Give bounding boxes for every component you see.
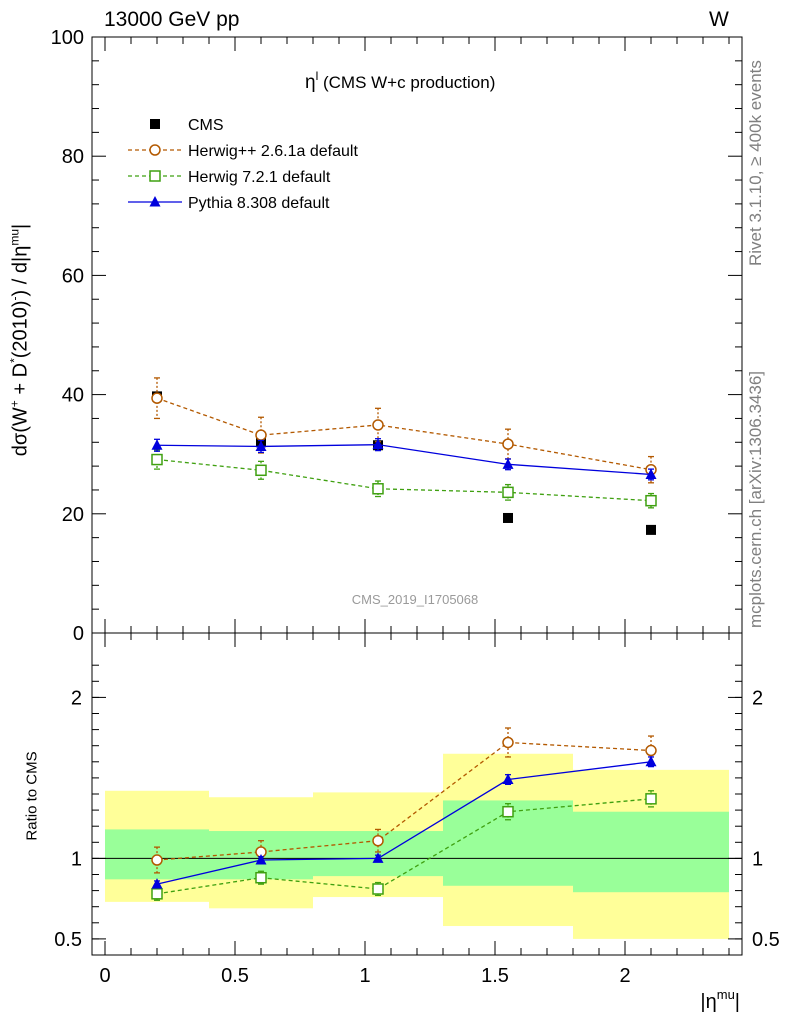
band-inner-4 <box>573 811 729 893</box>
ratio-uncertainty-bands <box>105 753 729 939</box>
main-ytick-label-4: 80 <box>62 146 84 168</box>
main-ytick-label-3: 60 <box>62 265 84 287</box>
main-series-0-point-3 <box>502 438 514 450</box>
xtick-label-2: 1 <box>359 965 370 987</box>
ratio-series-1-point-0 <box>151 888 163 900</box>
axis-ticks <box>92 36 742 955</box>
legend: CMS Herwig++ 2.6.1a default Herwig 7.2.1 d… <box>128 117 358 212</box>
legend-marker-2 <box>149 196 161 207</box>
main-series-1-line <box>156 458 652 502</box>
cms-data-point-3 <box>503 512 513 523</box>
main-ytick-label-5: 100 <box>51 27 84 49</box>
main-series-0-point-2 <box>372 419 384 431</box>
main-series-1-point-3 <box>502 486 514 499</box>
ratio-ytick-label-right-0: 0.5 <box>752 929 780 951</box>
main-ytick-label-2: 40 <box>62 385 84 407</box>
main-series-2-point-3 <box>502 458 514 469</box>
main-series-2-point-4 <box>645 468 657 479</box>
main-series-1-point-0 <box>151 453 163 466</box>
legend-label-0: Herwig++ 2.6.1a default <box>188 143 358 160</box>
ratio-series-2-point-2 <box>372 852 384 863</box>
process-label: W <box>709 8 729 31</box>
ratio-series-2-point-0 <box>151 878 163 889</box>
x-axis-label-main: |η <box>700 991 716 1013</box>
ratio-ytick-label-right-2: 2 <box>752 687 763 709</box>
analysis-watermark: CMS_2019_I1705068 <box>352 592 479 607</box>
main-series-0-point-0 <box>151 392 163 404</box>
plot-title-rest: (CMS W+c production) <box>318 73 495 92</box>
main-series-0-line <box>156 397 652 471</box>
x-axis-label-end: | <box>735 991 740 1013</box>
ratio-series-0-point-2 <box>372 834 384 847</box>
legend-label-2: Pythia 8.308 default <box>188 195 330 212</box>
legend-label-1: Herwig 7.2.1 default <box>188 169 331 186</box>
legend-marker-1 <box>149 170 161 182</box>
cms-data-point-4 <box>646 524 656 535</box>
xtick-label-3: 1.5 <box>481 965 509 987</box>
main-series-1-point-2 <box>372 483 384 495</box>
plot-title-main: η <box>305 72 316 93</box>
ratio-series-0-point-3 <box>502 736 514 749</box>
ratio-series-1-point-3 <box>502 805 514 818</box>
main-series-0-point-1 <box>255 429 267 441</box>
x-axis-label-superscript: mu <box>717 987 735 1002</box>
ratio-series-0-point-0 <box>151 854 163 866</box>
ratio-ytick-label-left-0: 0.5 <box>54 929 82 951</box>
ratio-ytick-label-right-1: 1 <box>752 848 763 870</box>
ratio-series-2-point-1 <box>255 854 267 865</box>
xtick-label-0: 0 <box>99 965 110 987</box>
ratio-series-2-point-3 <box>502 773 514 785</box>
main-ytick-label-1: 20 <box>62 504 84 526</box>
ratio-series-0-point-4 <box>645 744 657 757</box>
ratio-ytick-label-left-1: 1 <box>71 848 82 870</box>
ratio-series-1-point-1 <box>255 871 267 884</box>
ratio-series-1-line <box>156 798 652 895</box>
energy-label: 13000 GeV pp <box>104 8 240 31</box>
ratio-series-2-point-4 <box>645 755 657 767</box>
main-series-1-point-1 <box>255 464 267 477</box>
plot-title-superscript: l <box>316 69 319 83</box>
xtick-label-1: 0.5 <box>221 965 249 987</box>
main-series-2-point-1 <box>255 440 267 451</box>
ratio-series-1-point-2 <box>372 883 384 895</box>
legend-marker-cms <box>150 119 160 129</box>
legend-marker-0 <box>149 144 161 156</box>
x-axis-label: |ηmu| <box>700 987 740 1013</box>
main-ytick-label-0: 0 <box>73 623 84 645</box>
main-series-2-point-0 <box>151 439 163 450</box>
main-series-2-point-2 <box>372 438 384 450</box>
ratio-series-1-point-4 <box>645 793 657 805</box>
legend-label-cms: CMS <box>188 117 224 134</box>
main-panel-series <box>151 377 657 535</box>
xtick-label-4: 2 <box>619 965 630 987</box>
main-series-1-point-4 <box>645 494 657 507</box>
main-series-2-line <box>156 444 652 476</box>
ratio-ytick-label-left-2: 2 <box>71 687 82 709</box>
plot-title: ηl (CMS W+c production) <box>305 69 495 93</box>
ratio-panel-series <box>151 727 657 901</box>
